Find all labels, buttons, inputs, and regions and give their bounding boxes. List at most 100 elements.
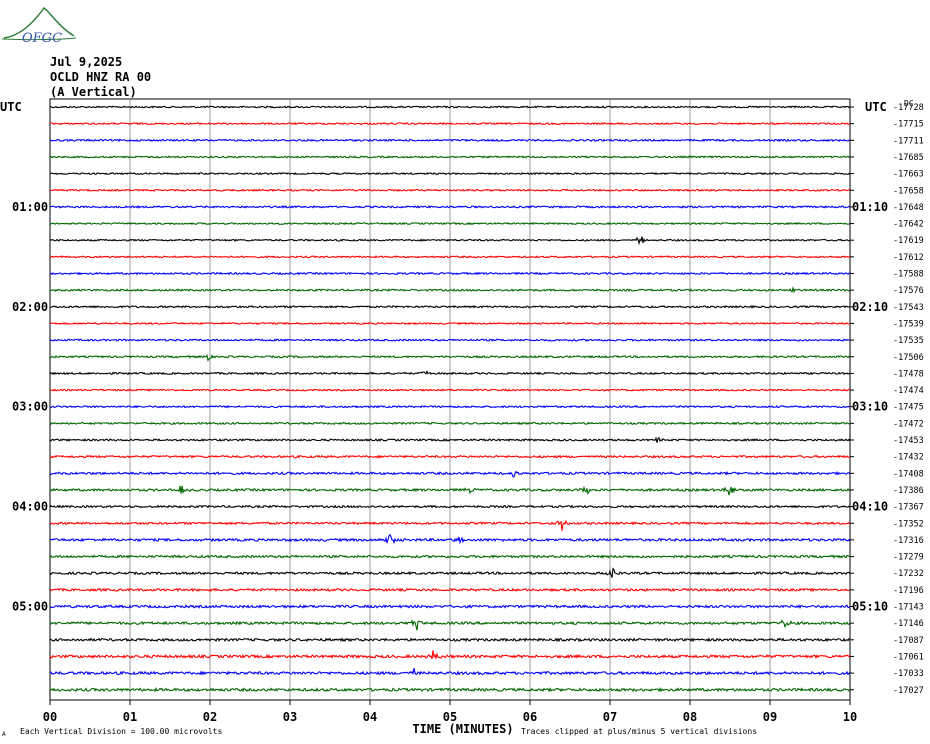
right-time-label: 05:10	[852, 600, 888, 614]
trace-line	[49, 404, 851, 409]
trace-line	[49, 686, 851, 693]
dc-offset-label: -17612	[893, 253, 924, 263]
x-tick-label: 09	[763, 710, 777, 724]
station-label: OCLD HNZ RA 00	[50, 70, 152, 84]
dc-offset-label: -17232	[893, 569, 924, 579]
dc-offset-label: -17033	[893, 669, 924, 679]
x-axis-title: TIME (MINUTES)	[412, 722, 513, 736]
x-tick-label: 10	[843, 710, 857, 724]
dc-offset-label: -17432	[893, 453, 924, 463]
dc-offset-label: -17472	[893, 419, 924, 429]
left-time-label: 01:00	[12, 200, 48, 214]
trace-line	[49, 255, 851, 259]
dc-offset-label: -17642	[893, 220, 924, 230]
clip-note: Traces clipped at plus/minus 5 vertical …	[521, 727, 757, 736]
trace-line	[49, 171, 851, 176]
x-tick-label: 05	[443, 710, 457, 724]
trace-line	[49, 519, 851, 531]
trace-line	[49, 504, 851, 509]
logo-swoosh-icon: OFGC	[1, 6, 77, 46]
right-time-label: 01:10	[852, 200, 888, 214]
trace-line	[49, 667, 851, 676]
scale-note: Each Vertical Division = 100.00 microvol…	[20, 727, 222, 736]
dc-offset-label: -17619	[893, 236, 924, 246]
trace-line	[49, 388, 851, 392]
left-time-label: 02:00	[12, 300, 48, 314]
trace-line	[49, 321, 851, 326]
component-label: (A Vertical)	[50, 85, 137, 99]
trace-line	[49, 105, 851, 109]
trace-line	[49, 650, 851, 660]
trace-line	[49, 587, 851, 593]
trace-line	[49, 470, 851, 478]
trace-line	[49, 221, 851, 226]
right-time-label: 03:10	[852, 400, 888, 414]
dc-label: DC	[904, 99, 914, 108]
dc-offset-label: -17648	[893, 203, 924, 213]
x-tick-label: 07	[603, 710, 617, 724]
left-time-label: 04:00	[12, 500, 48, 514]
dc-offset-label: -17316	[893, 536, 924, 546]
utc-right-label: UTC	[865, 100, 887, 114]
x-tick-label: 08	[683, 710, 697, 724]
left-time-label: 05:00	[12, 600, 48, 614]
dc-offset-label: -17146	[893, 619, 924, 629]
dc-offset-label: -17453	[893, 436, 924, 446]
trace-line	[49, 485, 851, 496]
x-tick-label: 04	[363, 710, 377, 724]
dc-offset-label: -17196	[893, 586, 924, 596]
x-tick-label: 00	[43, 710, 57, 724]
dc-offset-label: -17543	[893, 303, 924, 313]
dc-offset-label: -17352	[893, 519, 924, 529]
dc-offset-label: -17588	[893, 270, 924, 280]
trace-line	[49, 619, 851, 631]
dc-offset-label: -17685	[893, 153, 924, 163]
dc-offset-label: -17367	[893, 503, 924, 513]
dc-offset-label: -17279	[893, 553, 924, 563]
x-tick-label: 06	[523, 710, 537, 724]
dc-offset-label: -17087	[893, 636, 924, 646]
trace-line	[49, 138, 851, 143]
right-time-label: 04:10	[852, 500, 888, 514]
dc-offset-label: -17506	[893, 353, 924, 363]
dc-offset-label: -17711	[893, 136, 924, 146]
dc-offset-label: -17475	[893, 403, 924, 413]
trace-line	[49, 205, 851, 209]
dc-offset-label: -17061	[893, 652, 924, 662]
dc-offset-label: -17539	[893, 319, 924, 329]
logo-text: OFGC	[22, 31, 62, 46]
trace-line	[49, 155, 851, 159]
trace-line	[49, 554, 851, 559]
trace-line	[49, 304, 851, 309]
dc-offset-label: -17663	[893, 170, 924, 180]
x-tick-label: 01	[123, 710, 137, 724]
right-time-label: 02:10	[852, 300, 888, 314]
trace-line	[49, 354, 851, 362]
trace-line	[49, 285, 851, 294]
dc-offset-label: -17658	[893, 186, 924, 196]
dc-offset-label: -17143	[893, 603, 924, 613]
trace-line	[49, 271, 851, 276]
dc-offset-label: -17715	[893, 120, 924, 130]
trace-line	[49, 121, 851, 126]
utc-left-label: UTC	[0, 100, 22, 114]
corner-mark: A	[2, 731, 6, 738]
trace-line	[49, 637, 851, 643]
x-tick-label: 03	[283, 710, 297, 724]
x-tick-label: 02	[203, 710, 217, 724]
left-time-label: 03:00	[12, 400, 48, 414]
dc-offset-label: -17408	[893, 469, 924, 479]
trace-line	[49, 436, 851, 443]
trace-line	[49, 369, 851, 376]
dc-offset-label: -17728	[893, 103, 924, 113]
trace-line	[49, 604, 851, 609]
trace-line	[49, 454, 851, 459]
dc-offset-label: -17478	[893, 369, 924, 379]
logo: OFGC	[0, 2, 80, 46]
dc-offset-label: -17027	[893, 686, 924, 696]
trace-line	[49, 338, 851, 343]
trace-line	[49, 421, 851, 426]
trace-line	[49, 533, 851, 545]
dc-offset-label: -17386	[893, 486, 924, 496]
